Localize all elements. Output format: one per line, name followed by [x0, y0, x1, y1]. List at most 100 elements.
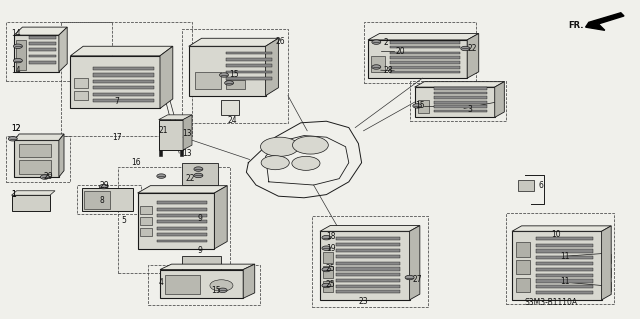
Bar [536, 291, 593, 294]
Bar [536, 256, 593, 259]
Text: 15: 15 [229, 70, 239, 79]
Bar [390, 52, 460, 54]
Bar [323, 252, 333, 263]
Bar [195, 72, 221, 89]
Text: 29: 29 [44, 172, 53, 181]
Bar [226, 77, 272, 80]
Text: 1: 1 [12, 190, 16, 199]
Polygon shape [183, 115, 192, 150]
Bar [536, 279, 593, 283]
Bar [77, 185, 141, 214]
Text: FR.: FR. [568, 21, 584, 30]
Bar [74, 91, 88, 100]
Bar [182, 29, 288, 123]
Text: 14: 14 [12, 66, 21, 75]
Polygon shape [410, 226, 420, 300]
Bar [368, 40, 467, 78]
Circle shape [405, 275, 414, 280]
Bar [536, 244, 593, 247]
Text: 19: 19 [326, 244, 336, 253]
Polygon shape [368, 33, 479, 40]
Bar [371, 56, 385, 72]
Bar [516, 278, 530, 292]
Polygon shape [495, 82, 504, 117]
Bar [336, 290, 400, 293]
Bar [336, 285, 400, 288]
Bar [390, 46, 460, 48]
Bar [312, 216, 428, 307]
Bar [157, 233, 207, 236]
Bar [93, 93, 154, 96]
Bar [180, 150, 183, 156]
Circle shape [13, 58, 22, 63]
Bar [157, 208, 207, 211]
Polygon shape [14, 27, 67, 35]
Text: 9: 9 [197, 246, 202, 255]
Circle shape [322, 246, 331, 250]
Text: 7: 7 [114, 97, 119, 106]
Bar [29, 42, 56, 45]
Text: 9: 9 [197, 214, 202, 223]
Text: 22: 22 [186, 174, 195, 183]
Circle shape [322, 283, 331, 288]
Bar [157, 201, 207, 204]
Text: 1: 1 [12, 190, 16, 199]
Text: 8: 8 [99, 197, 104, 205]
Bar [16, 40, 26, 70]
Bar [226, 71, 272, 73]
Bar [226, 64, 272, 67]
Text: 28: 28 [384, 66, 394, 75]
Bar [390, 61, 460, 64]
Text: 29: 29 [99, 182, 109, 190]
Circle shape [225, 81, 234, 85]
Bar [29, 61, 56, 64]
Bar [434, 110, 487, 112]
Bar [189, 46, 266, 96]
Bar [536, 274, 593, 277]
Bar [415, 87, 495, 117]
Bar [6, 136, 70, 182]
Bar [434, 101, 487, 104]
Text: 10: 10 [552, 230, 561, 239]
Bar [159, 120, 183, 150]
Bar [160, 270, 243, 298]
Bar [336, 279, 400, 282]
Bar [93, 73, 154, 77]
Polygon shape [160, 264, 255, 270]
Circle shape [218, 288, 227, 293]
Bar [390, 41, 460, 44]
Polygon shape [266, 38, 278, 96]
Text: 15: 15 [415, 101, 424, 110]
Bar [518, 180, 534, 191]
Circle shape [220, 73, 228, 77]
Polygon shape [320, 226, 420, 231]
Circle shape [461, 46, 470, 51]
Bar [140, 228, 152, 236]
Bar [536, 262, 593, 265]
Polygon shape [467, 33, 479, 78]
Polygon shape [160, 46, 173, 108]
Bar [93, 80, 154, 83]
Text: 4: 4 [159, 278, 164, 287]
Polygon shape [214, 186, 227, 249]
Bar [6, 22, 112, 81]
Text: 12: 12 [12, 124, 21, 133]
Bar [159, 150, 162, 156]
Bar [516, 260, 530, 274]
Bar [336, 255, 400, 258]
Text: 25: 25 [325, 280, 335, 289]
Bar [138, 193, 214, 249]
Text: 2: 2 [384, 38, 388, 47]
Text: 21: 21 [159, 126, 168, 135]
Bar [226, 58, 272, 61]
Polygon shape [243, 264, 255, 298]
Bar [602, 268, 611, 277]
Bar [226, 52, 272, 54]
Bar [434, 96, 487, 99]
Bar [74, 78, 88, 88]
Polygon shape [14, 134, 64, 140]
Text: 5: 5 [122, 216, 127, 225]
Bar [29, 55, 56, 57]
Circle shape [322, 235, 331, 240]
Text: 20: 20 [396, 47, 405, 56]
